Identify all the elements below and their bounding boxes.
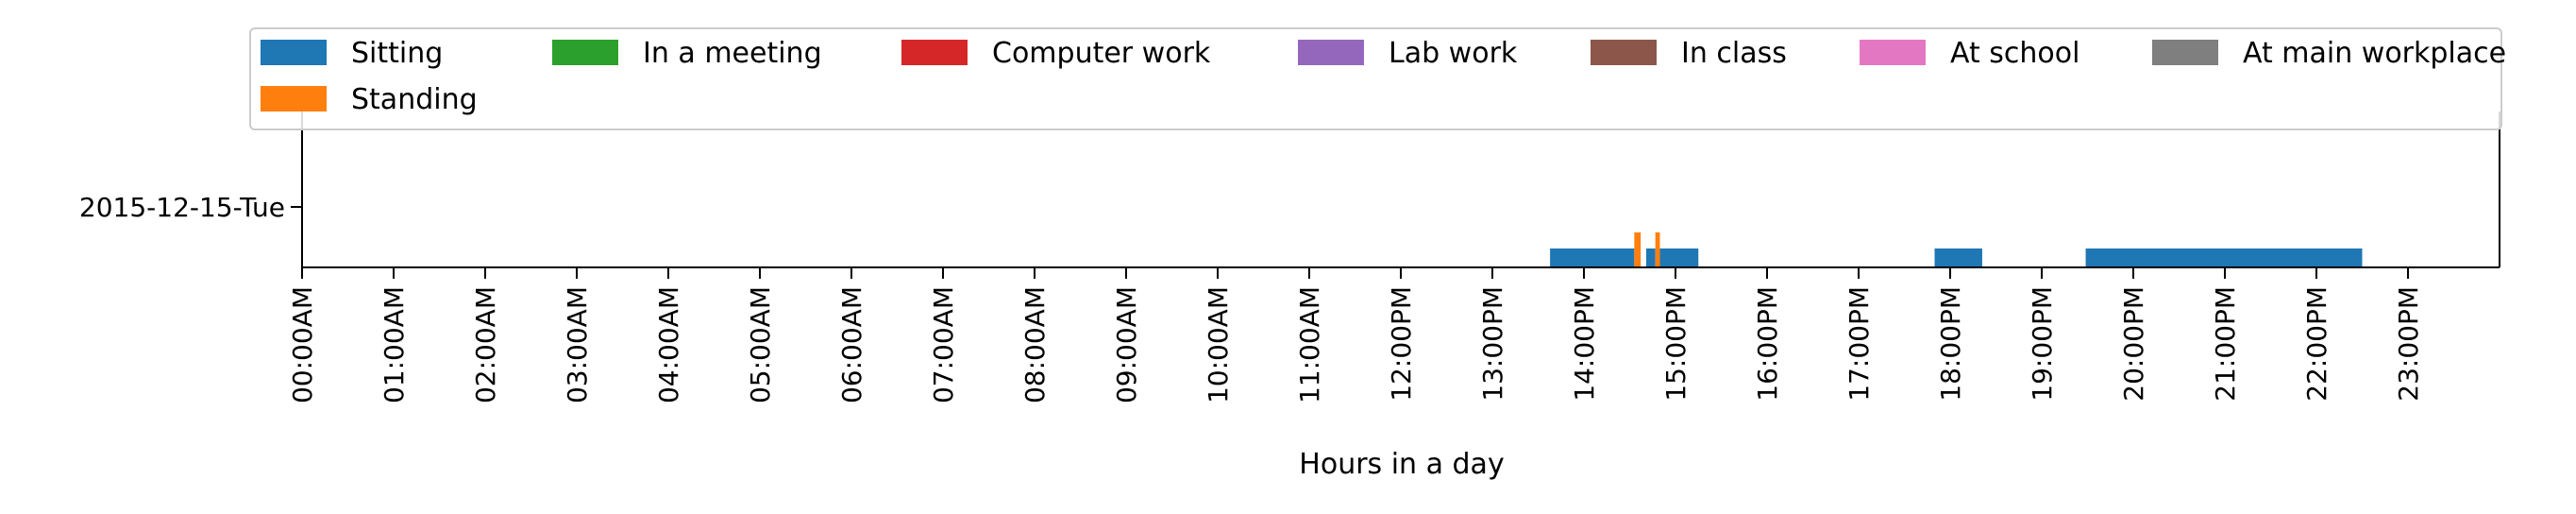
legend-label: At school [1950,37,2079,70]
x-tick-label: 06:00AM [836,286,867,403]
legend-label: Sitting [351,37,443,70]
x-tick-label: 18:00PM [1935,286,1966,402]
legend-label: Computer work [992,37,1211,70]
sitting-bar [1550,248,1635,267]
legend-swatch [261,40,327,65]
x-tick-label: 07:00AM [928,286,959,403]
x-tick-label: 19:00PM [2027,286,2058,402]
x-tick-label: 11:00AM [1294,286,1325,403]
legend-swatch [1298,40,1364,65]
legend-label: At main workplace [2243,37,2506,70]
x-tick-label: 13:00PM [1477,286,1508,402]
standing-bar [1634,232,1642,267]
x-tick-label: 08:00AM [1019,286,1051,403]
x-tick-label: 05:00AM [745,286,776,403]
x-tick-label: 04:00AM [653,286,684,403]
sitting-bar [2085,248,2363,267]
legend-swatch [1860,40,1926,65]
y-tick-label: 2015-12-15-Tue [79,192,285,223]
legend-label: Standing [351,83,478,116]
x-tick-label: 03:00AM [562,286,593,403]
x-tick-label: 12:00PM [1386,286,1417,402]
x-tick-label: 02:00AM [470,286,501,403]
x-tick-label: 15:00PM [1660,286,1692,402]
x-tick-label: 00:00AM [287,286,318,403]
sitting-bar [1659,248,1699,267]
axes: 2015-12-15-Tue 00:00AM 01:00AM 02:00AM 03:00… [79,111,2500,403]
x-tick-label: 17:00PM [1844,286,1875,402]
legend-label: Lab work [1389,37,1518,70]
sitting-bar [1645,248,1656,267]
x-tick-label: 16:00PM [1752,286,1783,402]
x-tick-label: 09:00AM [1111,286,1142,403]
legend-swatch [552,40,618,65]
x-tick-label: 22:00PM [2301,286,2332,402]
x-axis-label: Hours in a day [1299,448,1504,481]
legend-swatch [901,40,968,65]
activity-bars [1550,232,2363,267]
legend: Sitting In a meeting Computer work Lab work… [249,27,2506,130]
legend-label: In class [1681,37,1787,70]
x-tick-label: 21:00PM [2210,286,2241,402]
x-tick-label: 23:00PM [2393,286,2424,402]
standing-bar [1655,232,1660,267]
x-tick-label: 01:00AM [379,286,410,403]
legend-frame [249,27,2502,130]
legend-swatch [261,86,327,111]
legend-swatch [1591,40,1657,65]
sitting-bar [1934,248,1982,267]
legend-label: In a meeting [643,37,822,70]
x-tick-label: 10:00AM [1203,286,1234,403]
x-tick-label: 14:00PM [1569,286,1600,402]
legend-swatch [2152,40,2218,65]
x-tick-label: 20:00PM [2118,286,2149,402]
